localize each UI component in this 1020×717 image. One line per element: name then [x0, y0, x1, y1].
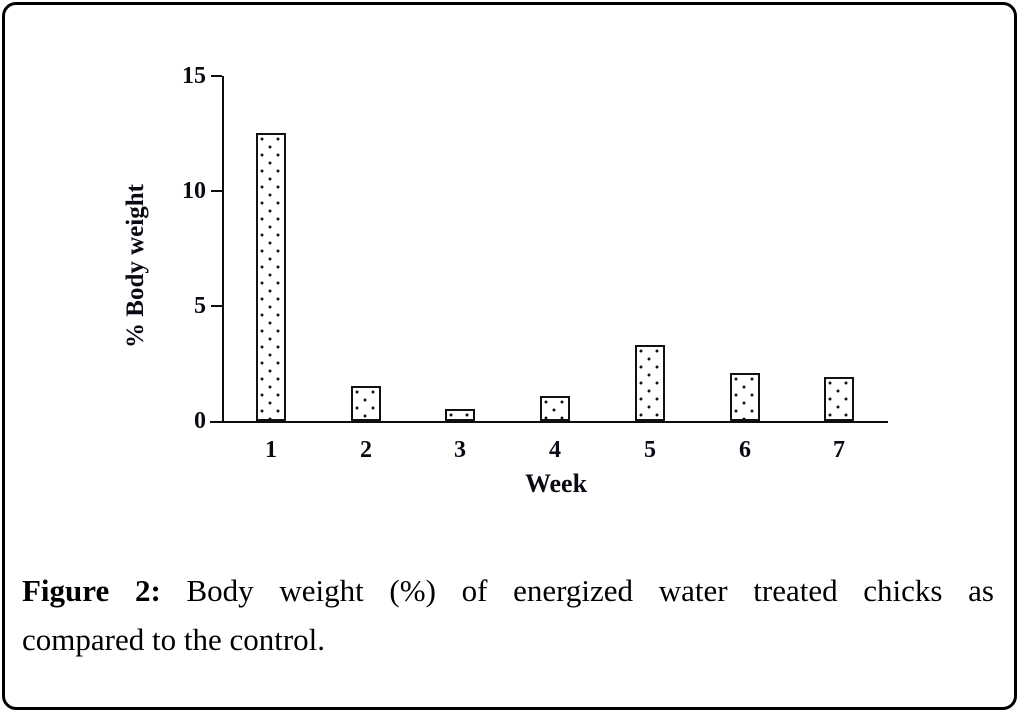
- y-axis-title: % Body weight: [122, 184, 149, 348]
- y-tick-label-0: 0: [194, 408, 206, 434]
- plot-area: Week 1 2 3 4 5 6 7 0 5 10 15: [182, 63, 888, 498]
- bar-week-4: [540, 396, 570, 421]
- bar-week-5: [635, 345, 665, 421]
- caption-line-1: Figure 2: Body weight (%) of energized w…: [22, 566, 994, 615]
- y-tick-label-15: 15: [182, 63, 206, 89]
- x-tick-label-1: 1: [265, 437, 277, 463]
- caption-line-1-text: Body weight (%) of energized water treat…: [186, 573, 995, 608]
- y-tick-label-10: 10: [182, 178, 206, 204]
- y-tick-mark-15: [211, 75, 222, 77]
- bar-week-6: [730, 373, 760, 421]
- bar-week-1: [256, 133, 286, 421]
- x-tick-label-7: 7: [833, 437, 845, 463]
- x-axis-origin-overhang: [210, 421, 224, 423]
- caption-line-2: compared to the control.: [22, 622, 326, 657]
- y-tick-label-5: 5: [194, 293, 206, 319]
- x-tick-label-6: 6: [739, 437, 751, 463]
- caption-figure-label: Figure 2:: [22, 573, 161, 608]
- bar-week-2: [351, 386, 381, 421]
- x-tick-label-5: 5: [644, 437, 656, 463]
- y-tick-mark-5: [211, 305, 222, 307]
- bar-week-3: [445, 409, 475, 421]
- bar-week-7: [824, 377, 854, 421]
- figure-caption: Figure 2: Body weight (%) of energized w…: [22, 566, 994, 664]
- x-tick-label-3: 3: [454, 437, 466, 463]
- x-tick-label-2: 2: [360, 437, 372, 463]
- x-axis-title: Week: [524, 469, 588, 498]
- y-tick-mark-10: [211, 190, 222, 192]
- x-tick-label-4: 4: [549, 437, 561, 463]
